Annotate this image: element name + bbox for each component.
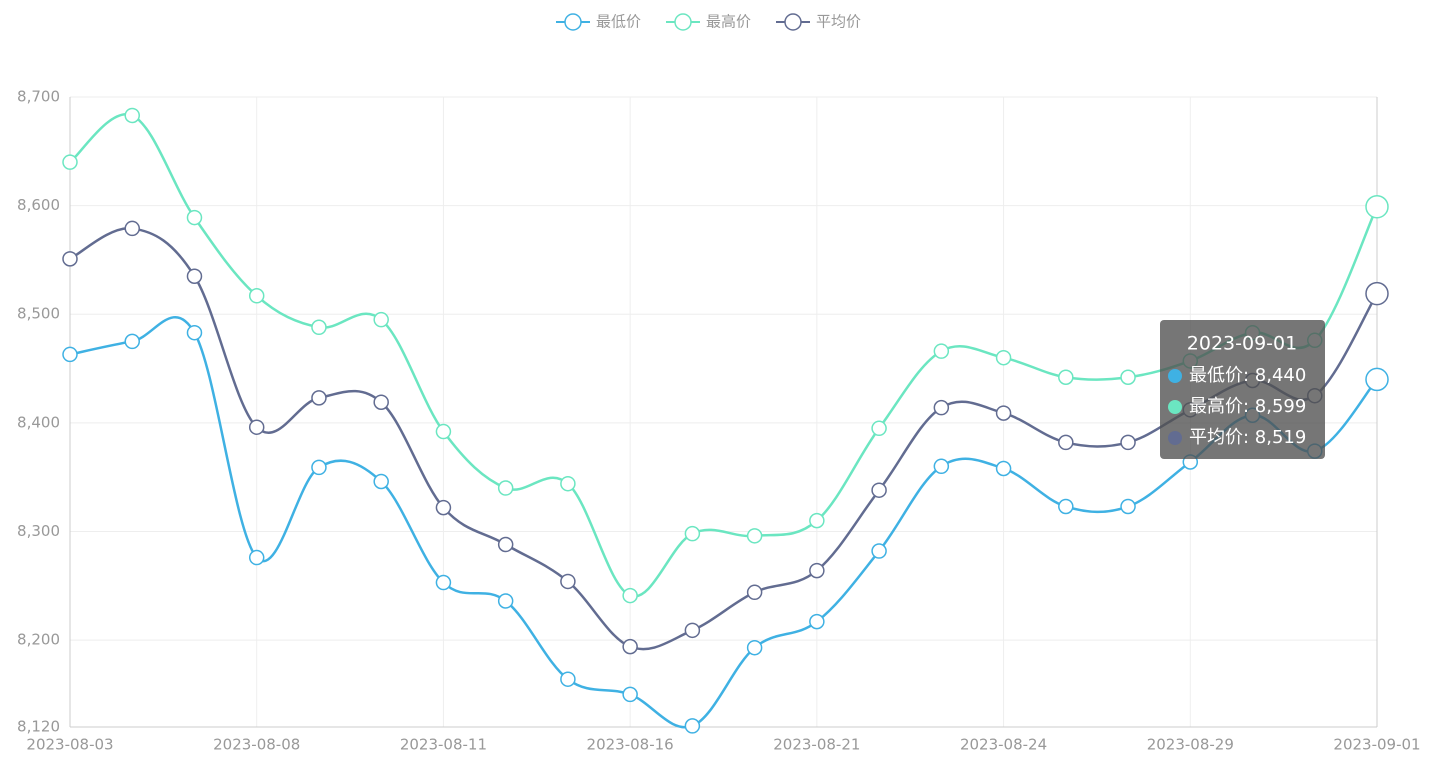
x-tick-label: 2023-08-29: [1147, 736, 1234, 754]
data-point: [373, 394, 389, 410]
tooltip-marker: [1168, 431, 1182, 445]
data-point: [1120, 434, 1136, 451]
data-point: [1365, 194, 1389, 219]
tooltip-row: 最低价: 8,440: [1189, 365, 1306, 386]
data-point: [186, 324, 203, 341]
legend-label: 最高价: [706, 13, 751, 31]
data-point: [62, 346, 78, 363]
data-point: [622, 587, 638, 604]
tooltip-title: 2023-09-01: [1187, 333, 1297, 355]
x-tick-label: 2023-08-08: [213, 736, 300, 754]
data-point: [684, 525, 701, 542]
data-point: [248, 419, 265, 435]
data-point: [1120, 369, 1136, 385]
data-point: [124, 107, 140, 124]
legend-marker: [784, 13, 802, 31]
data-point: [373, 311, 389, 328]
data-point: [746, 584, 763, 601]
data-point: [995, 349, 1012, 366]
data-point: [1365, 281, 1389, 306]
data-point: [560, 475, 576, 492]
data-point: [1120, 498, 1136, 515]
data-point: [684, 622, 701, 639]
x-tick-label: 2023-08-16: [587, 736, 674, 754]
x-tick-label: 2023-08-11: [400, 736, 487, 754]
y-tick-label: 8,700: [17, 88, 60, 106]
data-point: [933, 399, 950, 416]
data-point: [746, 639, 763, 656]
data-point: [435, 499, 452, 516]
data-point: [809, 512, 825, 529]
y-tick-label: 8,600: [17, 196, 60, 214]
data-point: [995, 460, 1012, 477]
x-tick-label: 2023-08-24: [960, 736, 1047, 754]
y-tick-label: 8,120: [17, 718, 60, 736]
data-point: [560, 671, 576, 687]
tooltip: 2023-09-01 最低价: 8,440 最高价: 8,599 平均价: 8,519: [1160, 320, 1325, 459]
data-point: [684, 718, 701, 734]
legend-label: 平均价: [816, 13, 861, 31]
data-point: [560, 573, 576, 590]
data-point: [933, 458, 950, 475]
data-point: [497, 480, 514, 496]
data-point: [124, 220, 140, 237]
data-point: [497, 536, 514, 553]
data-point: [871, 482, 887, 498]
data-point: [622, 638, 638, 655]
data-point: [435, 423, 452, 440]
y-tick-label: 8,500: [17, 305, 60, 323]
tooltip-row: 最高价: 8,599: [1189, 396, 1306, 417]
data-point: [373, 473, 389, 490]
tooltip-row: 平均价: 8,519: [1189, 427, 1306, 448]
x-tick-label: 2023-08-21: [773, 736, 860, 754]
data-point: [1058, 434, 1074, 451]
x-tick-label: 2023-08-03: [26, 736, 113, 754]
data-point: [871, 543, 887, 559]
tooltip-marker: [1168, 400, 1182, 414]
data-point: [311, 319, 327, 336]
data-point: [248, 549, 265, 566]
data-point: [933, 343, 950, 359]
data-point: [1058, 498, 1074, 515]
data-point: [186, 209, 203, 226]
legend-label: 最低价: [596, 13, 641, 31]
data-point: [871, 420, 887, 437]
data-point: [622, 686, 638, 703]
y-tick-label: 8,400: [17, 413, 60, 431]
data-point: [1058, 369, 1074, 385]
data-point: [809, 562, 825, 579]
y-tick-label: 8,200: [17, 631, 60, 649]
legend-marker: [674, 13, 692, 31]
tooltip-box: [1160, 320, 1325, 459]
data-point: [311, 390, 327, 406]
data-point: [186, 268, 203, 284]
data-point: [62, 251, 78, 267]
data-point: [1365, 367, 1389, 392]
tooltip-marker: [1168, 369, 1182, 383]
data-point: [62, 154, 78, 170]
data-point: [995, 405, 1012, 421]
data-point: [248, 288, 265, 304]
data-point: [809, 613, 825, 630]
x-tick-label: 2023-09-01: [1333, 736, 1420, 754]
data-point: [497, 593, 514, 609]
y-tick-label: 8,300: [17, 522, 60, 540]
data-point: [311, 459, 327, 476]
data-point: [124, 333, 140, 350]
legend-marker: [564, 13, 582, 31]
data-point: [746, 528, 763, 544]
data-point: [435, 574, 452, 591]
